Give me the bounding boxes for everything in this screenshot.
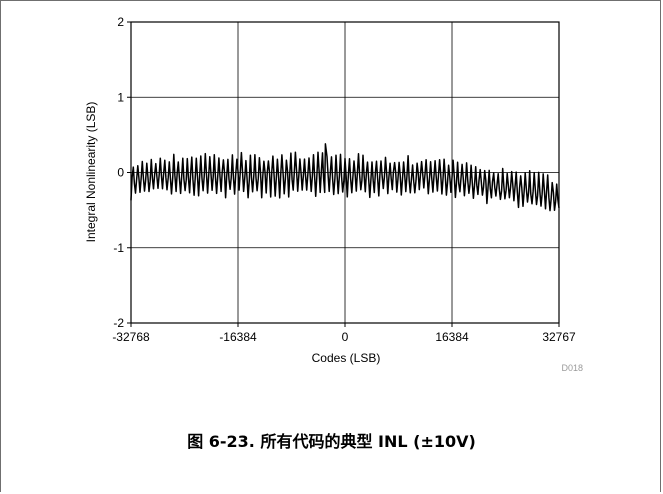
x-tick-label: -32768 [112,330,150,344]
x-tick-label: 0 [342,330,349,344]
y-axis-label: Integral Nonlinearity (LSB) [84,102,98,243]
x-tick-label: 16384 [435,330,469,344]
axis-ticks [127,21,560,327]
y-tick-label: 0 [117,166,124,180]
x-axis-label: Codes (LSB) [312,351,381,365]
x-tick-labels: -32768 -16384 0 16384 32767 [112,330,576,344]
y-tick-label: 2 [117,15,124,29]
y-tick-labels: -2 -1 0 1 2 [113,15,124,330]
y-tick-label: -1 [113,241,124,255]
x-tick-label: -16384 [219,330,257,344]
x-tick-label: 32767 [542,330,576,344]
y-tick-label: 1 [117,90,124,104]
y-tick-label: -2 [113,316,124,330]
inl-chart: -32768 -16384 0 16384 32767 -2 -1 0 1 2 Codes (L… [84,15,583,373]
inl-series-line [130,143,560,212]
figure-caption: 图 6-23. 所有代码的典型 INL (±10V) [187,432,476,451]
figure-id: D018 [561,363,583,373]
